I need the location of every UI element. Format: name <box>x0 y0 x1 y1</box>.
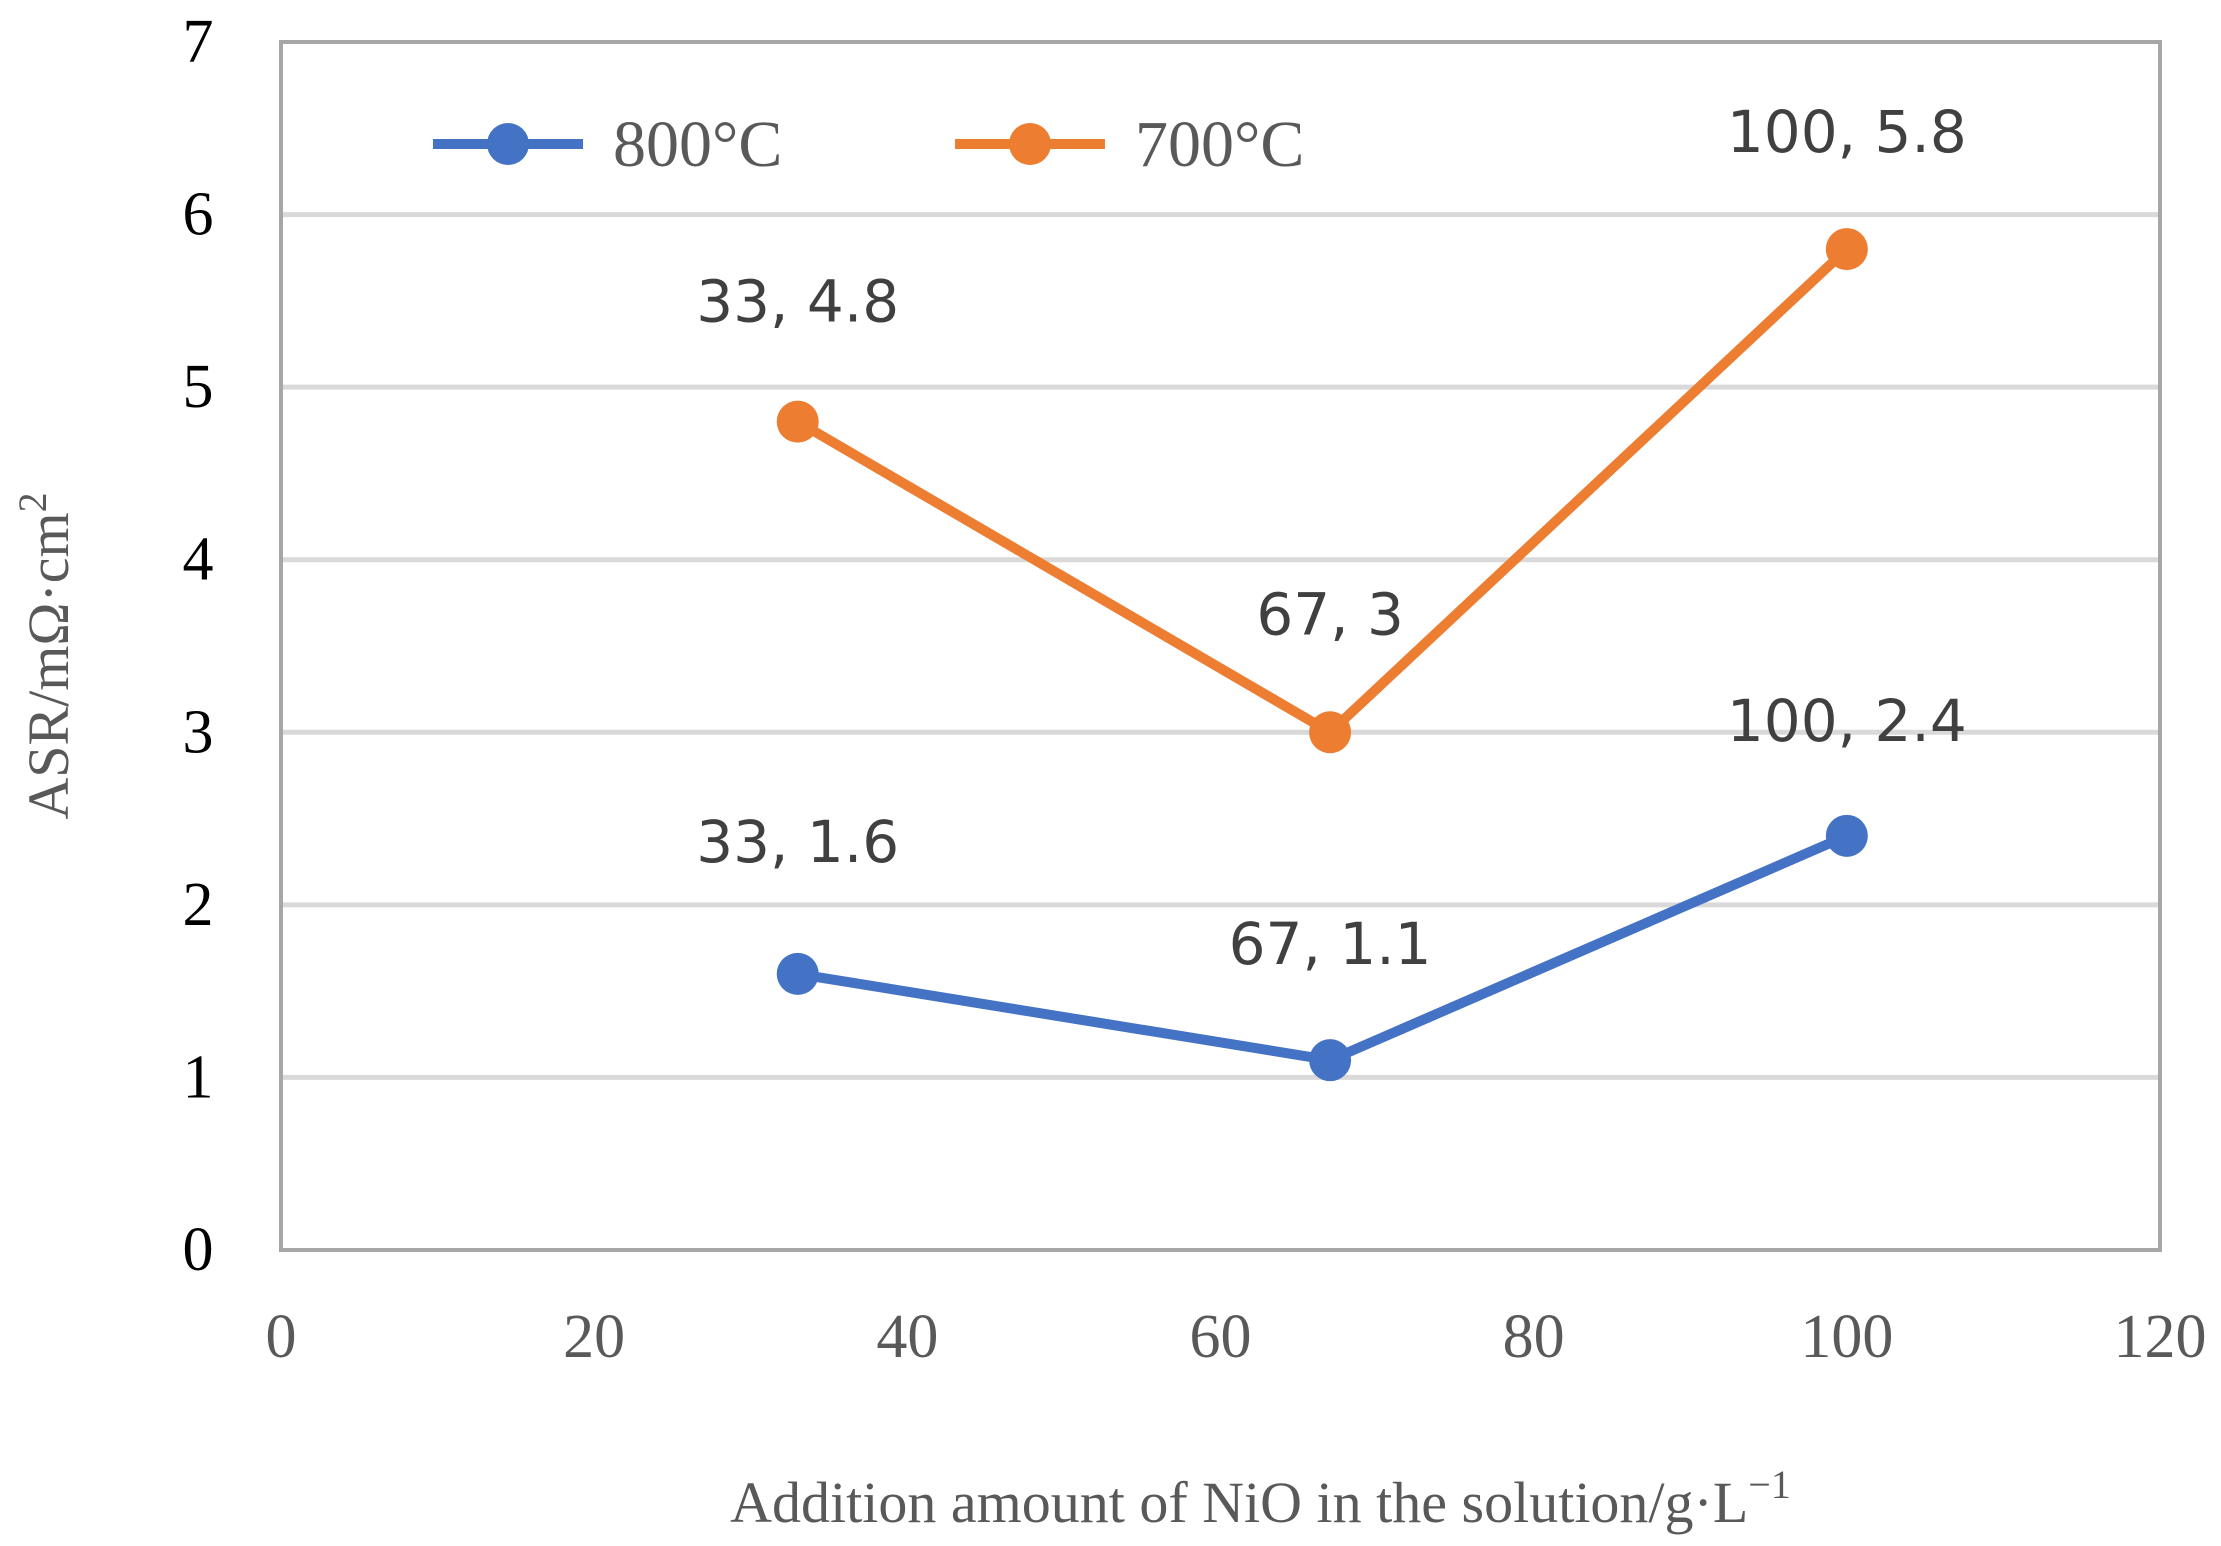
legend-label-0: 800°C <box>613 108 782 181</box>
data-label-1-2: 100, 5.8 <box>1727 98 1967 166</box>
data-point-0-1 <box>1309 1039 1352 1082</box>
y-tick-label-3: 3 <box>183 698 214 766</box>
x-tick-label-40: 40 <box>876 1303 938 1371</box>
x-tick-label-80: 80 <box>1503 1303 1565 1371</box>
series-line-1 <box>795 245 1851 738</box>
series-0: 33, 1.6 67, 1.1 100, 2.4 <box>696 687 1967 1082</box>
y-axis-ticks: 0 1 2 3 4 5 6 7 <box>183 8 214 1284</box>
legend-marker-1 <box>1009 123 1051 165</box>
data-point-1-1 <box>1309 711 1352 754</box>
legend-item-0: 800°C <box>433 108 782 181</box>
y-tick-label-7: 7 <box>183 8 214 76</box>
data-point-0-2 <box>1825 814 1868 857</box>
y-axis-title-text: ASR/mΩ·cm <box>16 512 81 819</box>
x-axis-title-text: Addition amount of NiO in the solution/g… <box>730 1470 1748 1535</box>
data-label-0-0: 33, 1.6 <box>696 808 899 876</box>
legend-item-1: 700°C <box>955 108 1304 181</box>
data-label-1-0: 33, 4.8 <box>696 268 899 336</box>
x-tick-label-20: 20 <box>563 1303 625 1371</box>
data-label-0-2: 100, 2.4 <box>1727 687 1967 755</box>
x-tick-label-120: 120 <box>2114 1303 2207 1371</box>
y-axis-title: ASR/mΩ·cm2 <box>10 492 81 819</box>
series-1: 33, 4.8 67, 3 100, 5.8 <box>696 98 1967 754</box>
data-point-0-0 <box>776 952 819 995</box>
x-axis-title-superscript: −1 <box>1748 1462 1791 1507</box>
gridlines <box>281 212 2160 1080</box>
x-tick-label-0: 0 <box>266 1303 297 1371</box>
x-axis-ticks: 0 20 40 60 80 100 120 <box>266 1303 2207 1371</box>
plot-area-border <box>279 40 2162 1252</box>
y-axis-title-superscript: 2 <box>10 492 55 512</box>
legend-marker-0 <box>487 123 529 165</box>
y-tick-label-5: 5 <box>183 353 214 421</box>
x-tick-label-60: 60 <box>1190 1303 1252 1371</box>
legend: 800°C 700°C <box>433 108 1304 181</box>
legend-label-1: 700°C <box>1135 108 1304 181</box>
data-label-0-1: 67, 1.1 <box>1229 910 1432 978</box>
y-tick-label-1: 1 <box>183 1043 214 1111</box>
data-point-1-0 <box>776 400 819 443</box>
y-tick-label-2: 2 <box>183 871 214 939</box>
data-point-1-2 <box>1825 228 1868 271</box>
x-tick-label-100: 100 <box>1800 1303 1893 1371</box>
data-label-1-1: 67, 3 <box>1256 580 1404 648</box>
series-layer: 33, 1.6 67, 1.1 100, 2.4 33, 4.8 67, 3 100, 5… <box>696 98 1967 1082</box>
y-tick-label-0: 0 <box>183 1216 214 1284</box>
y-tick-label-6: 6 <box>183 181 214 249</box>
y-tick-label-4: 4 <box>183 526 214 594</box>
x-axis-title: Addition amount of NiO in the solution/g… <box>730 1462 1791 1535</box>
